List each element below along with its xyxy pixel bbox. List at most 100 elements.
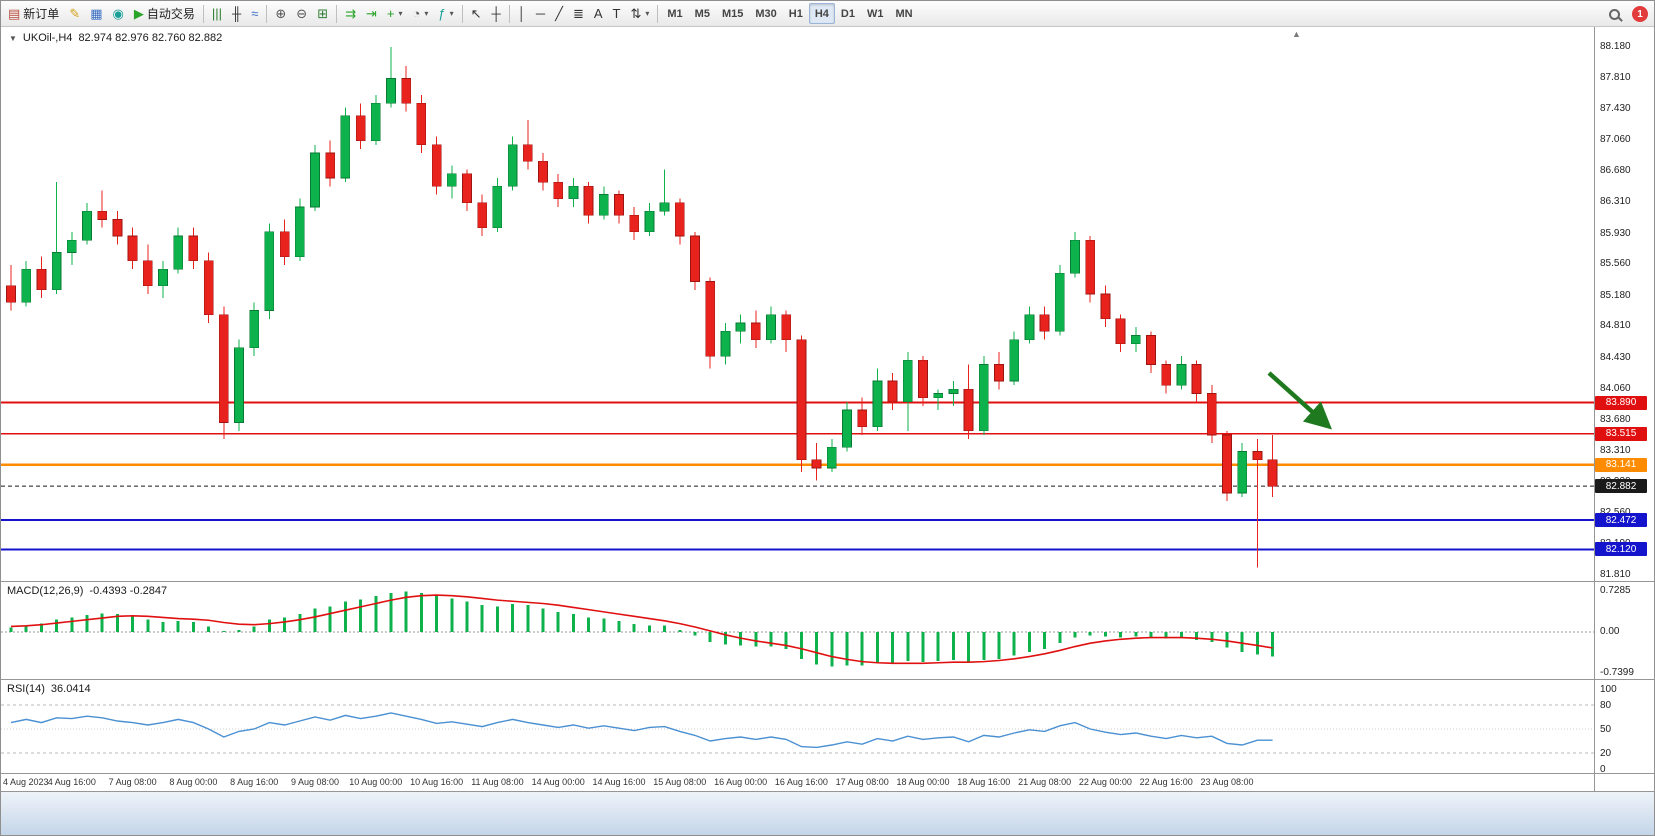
time-axis-label: 8 Aug 16:00 [230, 777, 279, 787]
fibonacci-icon: ≣ [572, 6, 584, 21]
community-button[interactable]: ◉ [108, 3, 129, 24]
new-order-icon: ▤ [8, 6, 21, 21]
timeframe-m1-button[interactable]: M1 [661, 3, 688, 24]
rsi-axis-label: 50 [1600, 724, 1612, 735]
pane-divider[interactable] [1, 679, 1654, 680]
time-axis-label: 23 Aug 08:00 [1200, 777, 1254, 787]
horizontal-line-icon: ─ [535, 6, 546, 21]
tile-windows-button[interactable]: ⊞ [312, 3, 333, 24]
time-axis-label: 17 Aug 08:00 [835, 777, 889, 787]
time-axis-label: 4 Aug 16:00 [47, 777, 96, 787]
text-icon: A [593, 6, 603, 21]
time-axis-label: 15 Aug 08:00 [653, 777, 707, 787]
status-strip [1, 791, 1654, 835]
zoom-out-button[interactable]: ⊖ [291, 3, 312, 24]
new-order-button[interactable]: ▤ 新订单 [3, 3, 64, 24]
collapse-marker-icon[interactable]: ▼ [9, 34, 17, 43]
line-mode-button[interactable]: ≈ [246, 3, 263, 24]
periods-button[interactable]: ◔ ▾ [408, 3, 434, 24]
zoom-in-icon: ⊕ [275, 6, 287, 21]
rsi-value: 36.0414 [50, 683, 91, 695]
price-axis-label: 82.560 [1600, 507, 1631, 518]
chart-window-button[interactable]: ▦ [85, 3, 107, 24]
trendline-icon: ╱ [555, 6, 563, 21]
candles-mode-button[interactable]: ╫ [227, 3, 246, 24]
price-tag: 82.472 [1595, 513, 1647, 528]
price-tag: 82.882 [1595, 479, 1647, 494]
toolbar-right: 1 [1609, 6, 1648, 22]
notification-badge[interactable]: 1 [1632, 6, 1648, 22]
timeframe-m30-button[interactable]: M30 [749, 3, 782, 24]
price-axis-label: 81.810 [1600, 569, 1631, 580]
vertical-line-icon: │ [517, 6, 526, 21]
auto-scroll-button[interactable]: ⇉ [340, 3, 361, 24]
new-chart-button[interactable]: + ▾ [382, 3, 408, 24]
annotation-arrow[interactable] [1267, 371, 1333, 430]
rsi-indicator-pane [1, 704, 1594, 754]
timeframe-m15-button[interactable]: M15 [716, 3, 749, 24]
chart-shift-button[interactable]: ⇥ [361, 3, 382, 24]
time-axis-label: 22 Aug 00:00 [1078, 777, 1132, 787]
toolbar-separator [508, 4, 510, 23]
time-axis-label: 9 Aug 08:00 [290, 777, 340, 787]
rsi-axis-label: 20 [1600, 748, 1612, 759]
chart-shift-icon: ⇥ [366, 6, 377, 21]
text-button[interactable]: A [589, 3, 608, 24]
symbol-period-label: UKOil-,H4 [22, 32, 73, 44]
headset-icon: ◉ [112, 6, 124, 21]
timeframe-h1-button[interactable]: H1 [783, 3, 809, 24]
timeframe-w1-button[interactable]: W1 [861, 3, 890, 24]
timeframe-h1-button-label: H1 [788, 7, 803, 20]
publish-button[interactable]: ✎ [64, 3, 85, 24]
price-tag: 83.890 [1595, 395, 1647, 410]
zoom-in-button[interactable]: ⊕ [270, 3, 291, 24]
macd-signal-line [10, 594, 1273, 665]
timeframe-m5-button[interactable]: M5 [689, 3, 716, 24]
autotrading-button[interactable]: ▶ 自动交易 [129, 3, 200, 24]
price-axis-label: 87.430 [1600, 103, 1631, 115]
crosshair-button[interactable]: ┼ [487, 3, 506, 24]
timeframe-m30-button-label: M30 [755, 7, 777, 20]
rsi-axis-label: 80 [1600, 700, 1612, 711]
caret-down-icon: ▾ [645, 9, 650, 18]
trendline-button[interactable]: ╱ [550, 3, 568, 24]
price-axis-label: 85.930 [1600, 227, 1631, 239]
horizontal-line-button[interactable]: ─ [531, 3, 550, 24]
pane-divider[interactable] [1, 581, 1654, 582]
fibonacci-button[interactable]: ≣ [568, 3, 589, 24]
macd-axis-label: 0.7285 [1600, 585, 1631, 597]
time-axis[interactable]: 4 Aug 2023 4 Aug 16:00 7 Aug 08:00 8 Aug 00… [1, 773, 1654, 791]
quill-icon: ✎ [69, 6, 81, 21]
time-axis-label: 16 Aug 00:00 [714, 777, 768, 787]
timeframe-h4-button[interactable]: H4 [808, 3, 835, 24]
time-axis-label: 8 Aug 00:00 [169, 777, 218, 787]
text-label-button[interactable]: T [608, 3, 626, 24]
line-chart-icon: ≈ [251, 6, 259, 21]
timeframe-d1-button[interactable]: D1 [835, 3, 861, 24]
timeframe-h4-button-label: H4 [814, 7, 829, 20]
indicators-button[interactable]: ƒ ▾ [433, 3, 458, 24]
arrows-tool-button[interactable]: ⇅ ▾ [625, 3, 654, 24]
vertical-line-button[interactable]: │ [513, 3, 531, 24]
search-icon[interactable] [1609, 8, 1620, 20]
macd-label: MACD(12,26,9) -0.4393 -0.2847 [7, 585, 167, 597]
chart-shift-marker-icon[interactable]: ▲ [1292, 29, 1301, 39]
bar-chart-icon: ||| [211, 6, 223, 21]
cursor-button[interactable]: ↖ [466, 3, 487, 24]
new-order-button-label: 新订单 [23, 7, 60, 21]
caret-down-icon: ▾ [449, 9, 454, 18]
toolbar-separator [266, 4, 268, 23]
price-tag: 83.141 [1595, 457, 1647, 472]
time-axis-label: 18 Aug 00:00 [896, 777, 950, 787]
macd-name: MACD(12,26,9) [7, 585, 84, 597]
timeframe-m1-button-label: M1 [667, 7, 683, 20]
timeframe-m15-button-label: M15 [721, 7, 744, 20]
bars-mode-button[interactable]: ||| [207, 3, 227, 24]
toolbar: ▤ 新订单 ✎ ▦ ◉ ▶ 自动交易 ||| ╫ ≈ ⊕ ⊖ ⊞ ⇉ ⇥ + ▾ ◔ ▾ ƒ ▾ ↖ ┼ │ ─ ╱ ≣ A T ⇅ ▾ M1… [1, 1, 1654, 27]
timeframe-mn-button[interactable]: MN [889, 3, 918, 24]
toolbar-separator [336, 4, 338, 23]
time-axis-label: 4 Aug 2023 [3, 777, 49, 787]
time-axis-label: 14 Aug 00:00 [531, 777, 585, 787]
price-axis-label: 87.810 [1600, 71, 1631, 83]
